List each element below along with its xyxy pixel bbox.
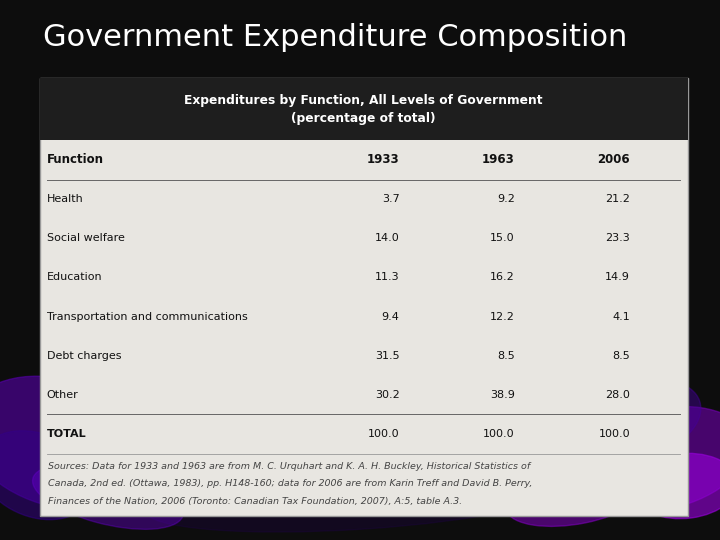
Text: 31.5: 31.5 <box>375 350 400 361</box>
Text: 9.4: 9.4 <box>382 312 400 322</box>
Text: 16.2: 16.2 <box>490 272 515 282</box>
Text: Government Expenditure Composition: Government Expenditure Composition <box>43 23 628 52</box>
Text: Finances of the Nation, 2006 (Toronto: Canadian Tax Foundation, 2007), A:5, tabl: Finances of the Nation, 2006 (Toronto: C… <box>48 497 462 506</box>
Text: Education: Education <box>47 272 102 282</box>
Text: 4.1: 4.1 <box>612 312 630 322</box>
Text: 14.0: 14.0 <box>375 233 400 244</box>
Text: Social welfare: Social welfare <box>47 233 125 244</box>
Text: Health: Health <box>47 194 84 204</box>
Text: 30.2: 30.2 <box>375 390 400 400</box>
Text: 8.5: 8.5 <box>612 350 630 361</box>
Text: 28.0: 28.0 <box>605 390 630 400</box>
Text: Function: Function <box>47 153 104 166</box>
Bar <box>40 78 688 140</box>
Text: 15.0: 15.0 <box>490 233 515 244</box>
Text: 38.9: 38.9 <box>490 390 515 400</box>
Text: 100.0: 100.0 <box>598 429 630 439</box>
Ellipse shape <box>0 376 150 509</box>
Text: Canada, 2nd ed. (Ottawa, 1983), pp. H148-160; data for 2006 are from Karin Treff: Canada, 2nd ed. (Ottawa, 1983), pp. H148… <box>48 480 533 488</box>
Text: 9.2: 9.2 <box>497 194 515 204</box>
Text: 23.3: 23.3 <box>606 233 630 244</box>
Text: 14.9: 14.9 <box>605 272 630 282</box>
Text: 2006: 2006 <box>598 153 630 166</box>
Ellipse shape <box>0 431 93 519</box>
Text: 1933: 1933 <box>367 153 400 166</box>
Text: TOTAL: TOTAL <box>47 429 86 439</box>
Ellipse shape <box>630 453 720 519</box>
Text: Expenditures by Function, All Levels of Government
(percentage of total): Expenditures by Function, All Levels of … <box>184 94 543 125</box>
Ellipse shape <box>576 407 720 511</box>
Text: Sources: Data for 1933 and 1963 are from M. C. Urquhart and K. A. H. Buckley, Hi: Sources: Data for 1933 and 1963 are from… <box>48 462 531 470</box>
Ellipse shape <box>506 467 646 526</box>
FancyBboxPatch shape <box>40 78 688 516</box>
Text: 1963: 1963 <box>482 153 515 166</box>
Ellipse shape <box>567 379 701 464</box>
Text: 11.3: 11.3 <box>375 272 400 282</box>
Ellipse shape <box>32 464 184 529</box>
Ellipse shape <box>145 462 575 532</box>
Text: 12.2: 12.2 <box>490 312 515 322</box>
Text: 100.0: 100.0 <box>483 429 515 439</box>
Text: 8.5: 8.5 <box>497 350 515 361</box>
Text: Transportation and communications: Transportation and communications <box>47 312 248 322</box>
Text: 3.7: 3.7 <box>382 194 400 204</box>
Text: 21.2: 21.2 <box>605 194 630 204</box>
Text: 100.0: 100.0 <box>368 429 400 439</box>
Text: Debt charges: Debt charges <box>47 350 121 361</box>
Text: Other: Other <box>47 390 78 400</box>
